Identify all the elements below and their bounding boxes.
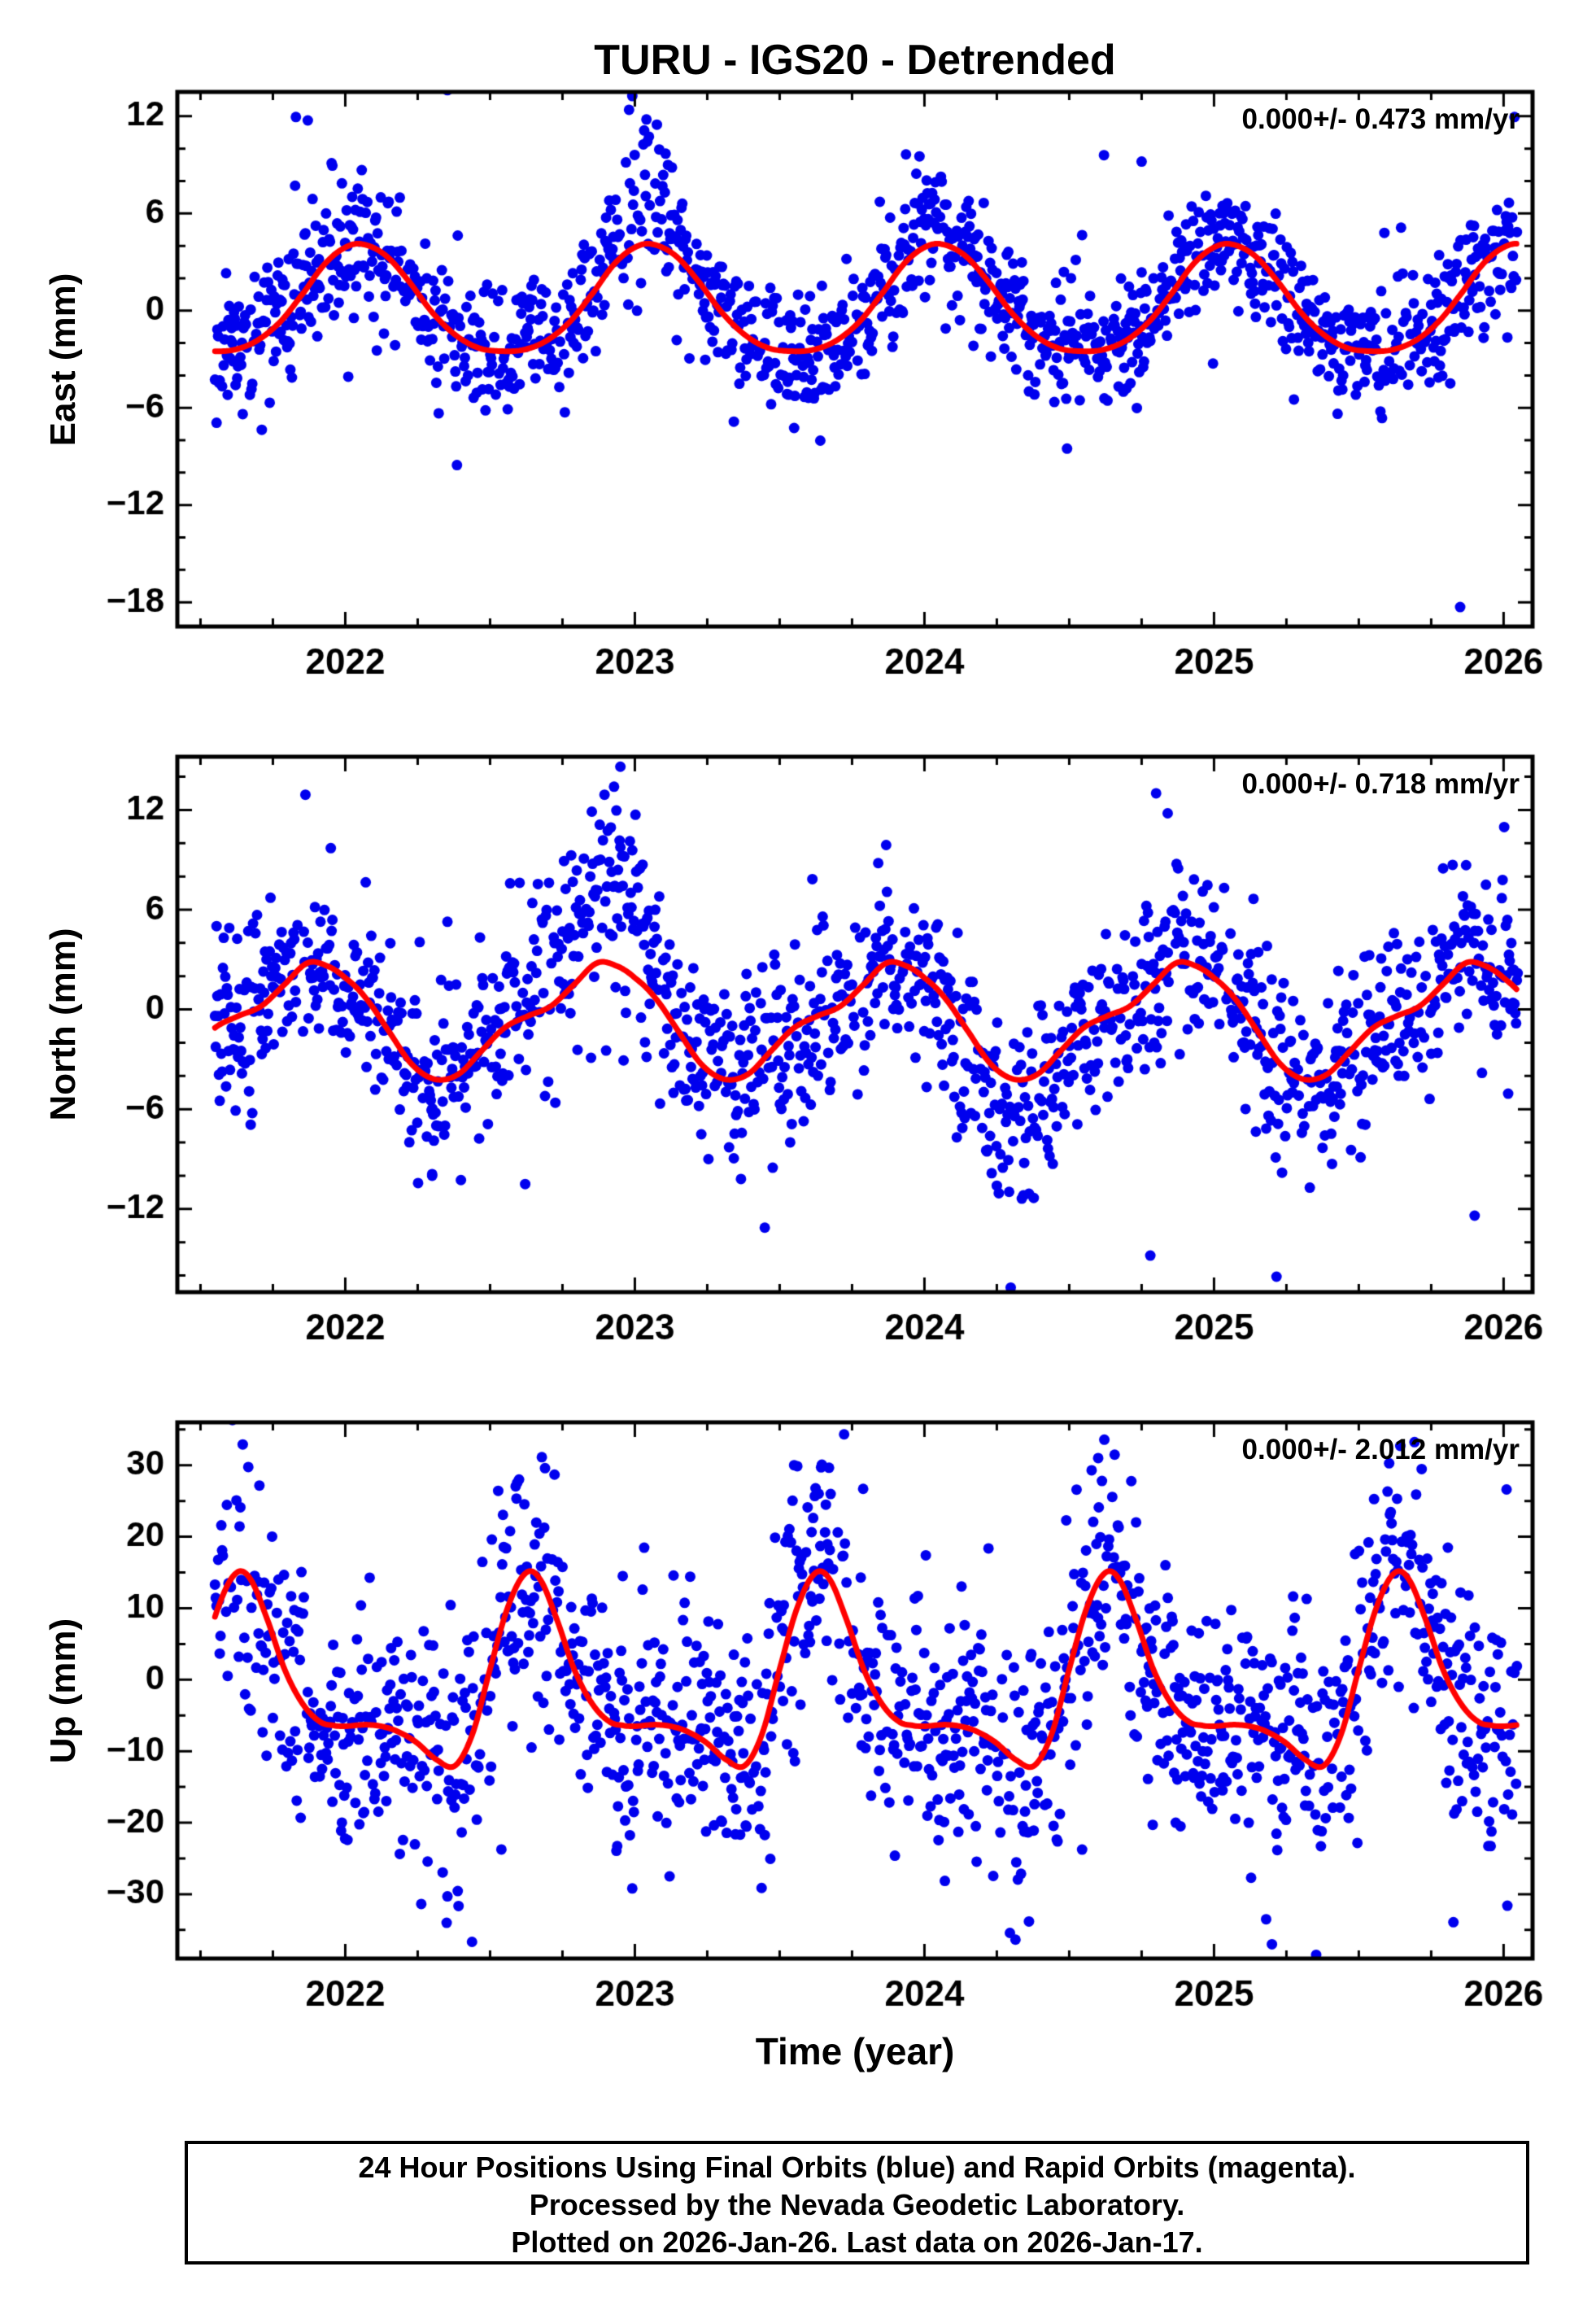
footer-line-1: 24 Hour Positions Using Final Orbits (bl… [358, 2151, 1356, 2184]
east-axis-label: East (mm) [43, 273, 83, 446]
footer-line-2: Processed by the Nevada Geodetic Laborat… [529, 2188, 1185, 2221]
footer-line-3: Plotted on 2026-Jan-26. Last data on 202… [511, 2225, 1203, 2259]
north-panel-canvas [0, 732, 1596, 1374]
footer-note-box: 24 Hour Positions Using Final Orbits (bl… [185, 2141, 1529, 2265]
up-rate-annotation: 0.000+/- 2.012 mm/yr [1241, 1434, 1520, 1465]
north-rate-annotation: 0.000+/- 0.718 mm/yr [1241, 768, 1520, 800]
up-axis-label: Up (mm) [43, 1618, 83, 1763]
north-axis-label: North (mm) [43, 928, 83, 1121]
east-rate-annotation: 0.000+/- 0.473 mm/yr [1241, 103, 1520, 135]
time-axis-label: Time (year) [755, 2030, 955, 2072]
up-panel-canvas [0, 1398, 1596, 2040]
east-panel-canvas [0, 68, 1596, 708]
